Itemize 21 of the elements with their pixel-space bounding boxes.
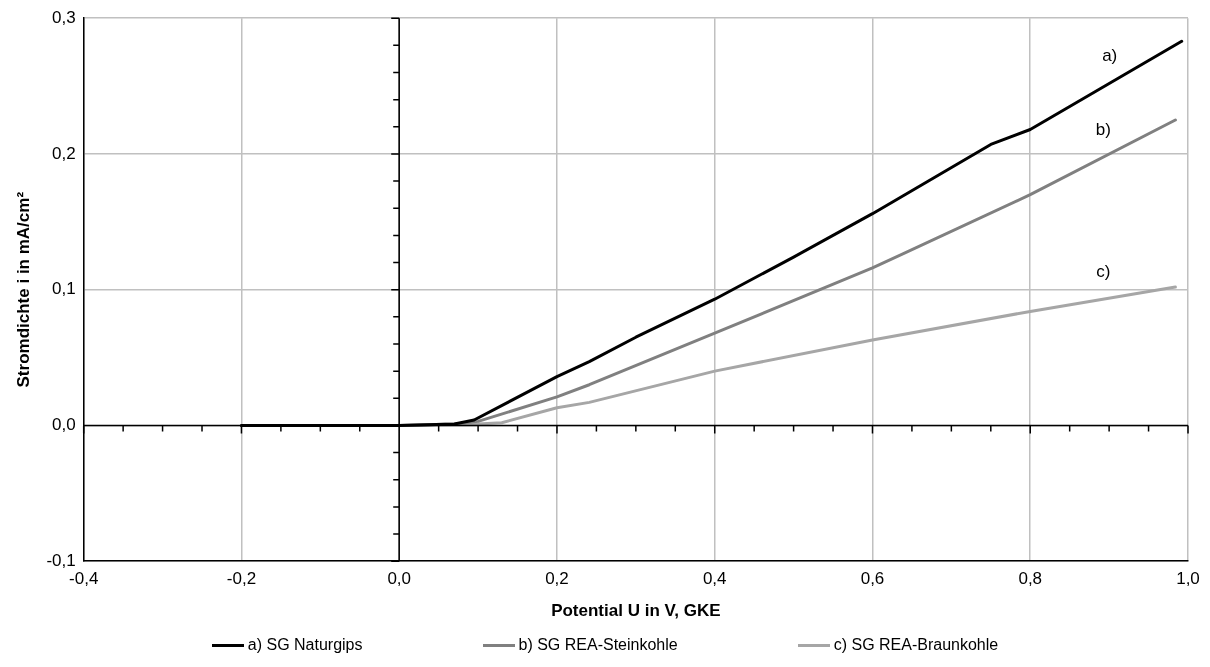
annotation: c) bbox=[1096, 261, 1111, 281]
legend-label: b) SG REA-Steinkohle bbox=[518, 636, 678, 654]
x-tick-label: 0,6 bbox=[860, 569, 885, 589]
y-tick-label: 0,3 bbox=[52, 7, 76, 27]
x-tick-label: 0,0 bbox=[387, 569, 412, 589]
x-tick-label: -0,2 bbox=[226, 569, 257, 589]
y-tick-label: 0,2 bbox=[52, 143, 76, 163]
legend-label: c) SG REA-Braunkohle bbox=[833, 636, 999, 654]
annotation: a) bbox=[1102, 45, 1118, 65]
y-tick-label: 0,0 bbox=[52, 415, 76, 435]
x-tick-label: -0,4 bbox=[69, 569, 99, 589]
x-axis-title: Potential U in V, GKE bbox=[551, 601, 721, 621]
y-tick-label: -0,1 bbox=[46, 550, 76, 570]
x-tick-label: 0,2 bbox=[545, 569, 569, 589]
y-axis-title: Stromdichte i in mA/cm² bbox=[13, 191, 33, 388]
x-tick-label: 0,8 bbox=[1018, 569, 1043, 589]
x-tick-label: 1,0 bbox=[1176, 569, 1200, 589]
x-tick-label: 0,4 bbox=[702, 569, 727, 589]
legend-label: a) SG Naturgips bbox=[247, 636, 363, 654]
annotation: b) bbox=[1095, 119, 1111, 139]
y-tick-label: 0,1 bbox=[52, 279, 76, 299]
